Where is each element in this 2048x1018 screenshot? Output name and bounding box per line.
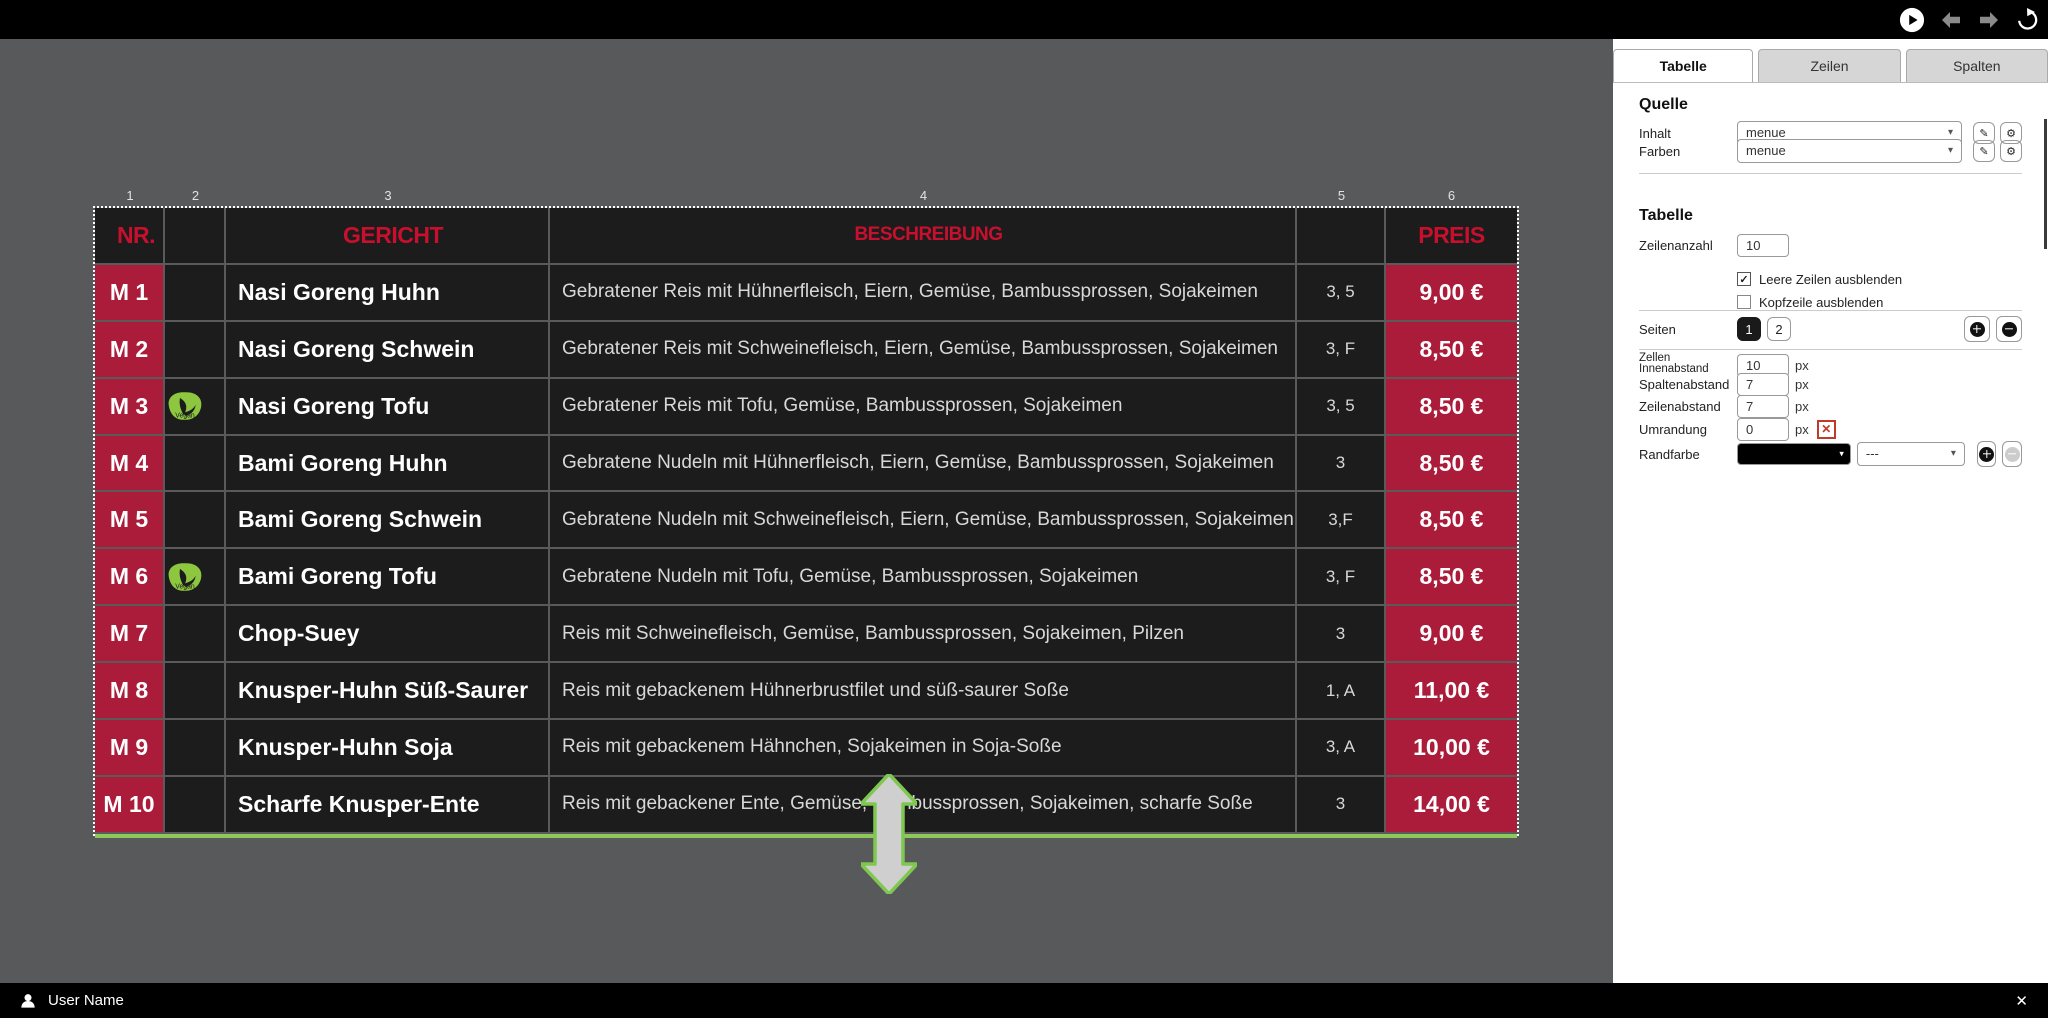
- svg-text:Vegan: Vegan: [175, 412, 195, 419]
- svg-text:Vegan: Vegan: [175, 583, 195, 590]
